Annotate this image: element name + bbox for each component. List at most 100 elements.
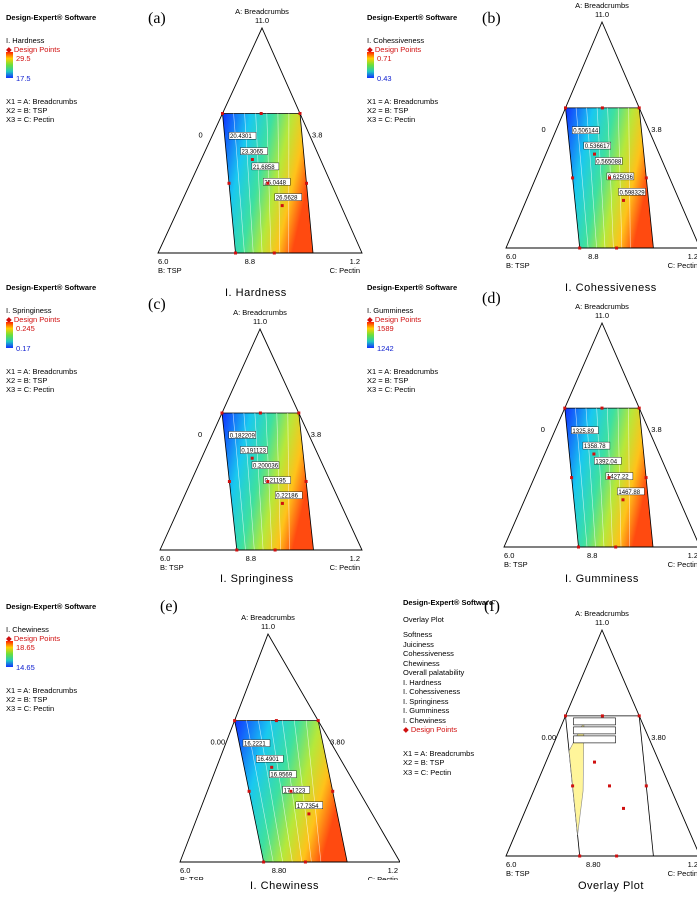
contour-label-box [606,172,635,181]
design-point [615,854,619,858]
response-item: Softness [403,630,433,639]
software-label: Design-Expert® Software [6,602,97,611]
contour-label-box [240,147,268,155]
contour-label-box [618,188,646,196]
response-item: I. Hardness [403,677,442,687]
response-item: I. Chewiness [403,715,446,725]
contour-label-box [228,431,257,439]
axis-mid-right: 3.8 [651,125,661,134]
contour-label-box [275,491,303,499]
design-point [614,545,618,549]
design-point [615,246,619,250]
design-point [621,498,625,502]
response-label: I. Gumminess [367,306,414,315]
contour-label-box [255,754,284,763]
panel-label-b: (b) [482,10,501,27]
contour-label: 21.6858 [253,165,275,171]
vertex-a-value: 11.0 [255,16,269,25]
vertex-a-value: 11.0 [595,618,609,627]
design-point [577,545,580,549]
contour-label-box [242,739,271,747]
design-point [233,719,237,723]
contour-label-box [295,801,324,810]
contour-label-box [617,487,645,496]
contour-label: 0.565088 [596,160,622,166]
vertex-c-value: 1.2 [350,257,360,266]
vertex-b-label: B: TSP [158,266,182,275]
panel-c-info: Design-Expert® Software I. Springiness ◆… [6,283,96,394]
contour-label: 16.9569 [270,773,292,779]
contour-label: 0.625036 [608,175,634,181]
design-point [297,411,301,415]
contour-label-box [595,157,623,165]
design-point [303,860,307,864]
vertex-b-label: B: TSP [160,563,184,570]
chart-title-b: I. Cohessiveness [565,282,657,294]
design-point [272,251,276,255]
contour-label-box [571,426,599,435]
range-low: 17.5 [16,74,31,83]
vertex-b-value: 6.0 [180,866,190,875]
design-points-label: ◆ Design Points [367,315,422,324]
contour-label: 23.3065 [242,150,264,156]
vertex-a-label: A: Breadcrumbs [233,308,287,317]
ternary-triangle [179,632,400,863]
contour-label-box [263,476,291,484]
overlay-flag [573,726,616,735]
contour-label: 1392.04 [595,459,617,465]
chart-title-c: I. Springiness [220,573,294,585]
panel-label-f: (f) [484,598,500,615]
design-point [644,784,648,788]
design-point [262,860,266,864]
response-label: I. Cohessiveness [367,36,425,45]
design-points-label: ◆ Design Points [403,725,458,734]
vertex-b-value: 6.0 [504,551,514,560]
design-point [644,476,648,480]
design-point [622,198,625,202]
vertex-a-label: A: Breadcrumbs [575,1,629,10]
design-point [593,760,596,764]
design-point [220,411,224,415]
contour-line [255,113,263,254]
ternary-plot-chewiness: 16.2221 16.4901 16.9569 17.1223 17.7354 A: Br… [179,613,400,880]
design-point [250,158,254,161]
design-point [266,480,270,483]
design-point [600,714,604,718]
vertex-b-value: 6.0 [160,554,170,563]
design-point [234,251,237,255]
range-high: 0.245 [16,324,35,333]
panel-label-e: (e) [160,598,178,615]
contour-label: 0.191123 [241,449,266,455]
design-point [227,480,231,483]
range-high: 1589 [377,324,394,333]
design-point [250,456,254,460]
contour-label: 0.182209 [230,433,256,439]
vertex-a-value: 11.0 [595,10,609,19]
design-point [227,181,231,185]
software-label: Design-Expert® Software [403,598,494,607]
design-point [637,714,641,718]
design-point [304,480,308,483]
software-label: Design-Expert® Software [6,283,97,292]
vertex-c-label: C: Pectin [668,869,697,878]
factor-2: X2 = B: TSP [6,376,48,385]
contour-label: 1358.78 [584,444,606,450]
ternary-triangle [159,327,363,551]
factor-1: X1 = A: Breadcrumbs [367,97,439,106]
panel-e-info: Design-Expert® Software I. Chewiness ◆ D… [6,602,96,713]
design-point [270,765,274,769]
software-label: Design-Expert® Software [367,283,458,292]
axis-mid-right: 3.8 [312,131,322,140]
chart-title-d: I. Gumminess [565,573,639,585]
axis-mid-right: 3.80 [330,738,345,747]
chart-title-e: I. Chewiness [250,880,319,892]
design-point [570,476,574,480]
factor-2: X2 = B: TSP [367,106,409,115]
design-point [274,719,278,723]
axis-mid-bottom: 8.8 [587,551,597,560]
vertex-a-label: A: Breadcrumbs [575,609,629,618]
axis-mid-left: 0 [542,125,546,134]
range-low: 0.43 [377,74,392,83]
panel-a-info: Design-Expert® Software I. Hardness ◆ De… [6,13,96,124]
